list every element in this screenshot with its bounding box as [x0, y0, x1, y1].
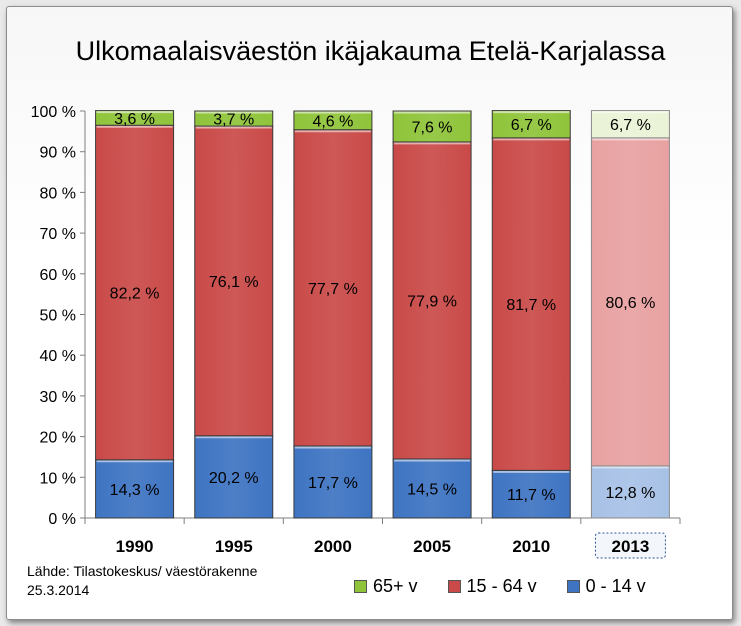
x-tick-label: 1990: [116, 537, 154, 556]
data-label-segment-65plus: 6,7 %: [511, 117, 552, 134]
legend: 65+ v 15 - 64 v 0 - 14 v: [354, 576, 646, 597]
bar-segment-0-14: [95, 459, 175, 519]
x-tick-label: 1995: [215, 537, 253, 556]
data-label-segment-0-14: 20,2 %: [209, 470, 259, 487]
y-tick-label: 80 %: [40, 185, 76, 202]
bar-segment-65plus: [491, 110, 571, 139]
data-label-segment-15-64: 80,6 %: [606, 295, 656, 312]
bar-segment-15-64: [194, 125, 274, 437]
y-tick-label: 10 %: [40, 470, 76, 487]
legend-label-0-14: 0 - 14 v: [585, 576, 646, 596]
y-tick-label: 20 %: [40, 430, 76, 447]
x-tick-label: 2013: [612, 537, 650, 556]
y-tick-label: 50 %: [40, 308, 76, 325]
bar-segment-0-14: [293, 445, 373, 519]
y-tick-label: 0 %: [48, 511, 76, 528]
x-tick-label: 2005: [413, 537, 451, 556]
bar-segment-65plus: [293, 110, 373, 131]
source-line-1: Lähde: Tilastokeskus/ väestörakenne: [27, 563, 258, 579]
bar-segment-15-64: [590, 137, 670, 467]
bar-segment-15-64: [95, 124, 175, 461]
data-label-segment-65plus: 3,6 %: [114, 111, 155, 128]
source-line-2: 25.3.2014: [27, 582, 90, 598]
bar-segment-65plus: [590, 110, 670, 139]
y-tick-label: 90 %: [40, 145, 76, 162]
data-labels: 14,3 % 82,2 % 3,6 % 20,2 % 76,1 % 3,7 % 17,7 %…: [110, 111, 656, 504]
bar-segment-0-14: [392, 458, 472, 519]
legend-swatch-15-64: [447, 580, 461, 593]
legend-label-65plus: 65+ v: [373, 576, 418, 596]
bar-segment-65plus: [95, 110, 175, 126]
bar-segment-15-64: [392, 141, 472, 460]
bar-segment-65plus: [194, 110, 274, 127]
highlighted-category-box: [594, 532, 666, 559]
bars: [95, 110, 670, 519]
source-note: Lähde: Tilastokeskus/ väestörakenne 25.3…: [27, 562, 257, 600]
legend-swatch-65plus: [354, 580, 367, 593]
legend-item-15-64: 15 - 64 v: [447, 576, 537, 597]
bar-segment-65plus: [392, 110, 472, 143]
x-tick-label: 2010: [512, 537, 550, 556]
data-label-segment-65plus: 3,7 %: [213, 112, 254, 129]
chart-title: Ulkomaalaisväestön ikäjakauma Etelä-Karj…: [75, 36, 666, 66]
y-tick-label: 40 %: [40, 348, 76, 365]
legend-label-15-64: 15 - 64 v: [466, 576, 537, 596]
bar-segment-15-64: [293, 129, 373, 447]
data-label-segment-15-64: 76,1 %: [209, 274, 259, 291]
bar-segment-0-14: [491, 469, 571, 519]
data-label-segment-15-64: 81,7 %: [506, 297, 556, 314]
data-label-segment-0-14: 14,3 %: [110, 482, 160, 499]
legend-item-65plus: 65+ v: [354, 576, 418, 597]
data-label-segment-0-14: 17,7 %: [308, 475, 358, 492]
y-tick-label: 70 %: [40, 226, 76, 243]
data-label-segment-15-64: 82,2 %: [110, 286, 160, 303]
data-label-segment-0-14: 14,5 %: [407, 481, 457, 498]
data-label-segment-15-64: 77,9 %: [407, 293, 457, 310]
data-label-segment-0-14: 11,7 %: [507, 487, 556, 504]
legend-swatch-0-14: [566, 580, 580, 593]
x-tick-label: 2000: [314, 537, 352, 556]
data-label-segment-65plus: 6,7 %: [610, 117, 651, 134]
bar-segment-15-64: [491, 137, 571, 471]
axes: 0 % 10 % 20 % 30 % 40 % 50 % 60 % 70 % 80 % 90 % 1…: [31, 104, 681, 559]
data-label-segment-65plus: 4,6 %: [312, 113, 353, 130]
bar-segment-0-14: [194, 435, 274, 519]
data-label-segment-15-64: 77,7 %: [308, 281, 358, 298]
y-tick-label: 60 %: [40, 267, 76, 284]
y-tick-label: 30 %: [40, 389, 76, 406]
data-label-segment-65plus: 7,6 %: [412, 119, 453, 136]
legend-item-0-14: 0 - 14 v: [566, 576, 646, 597]
data-label-segment-0-14: 12,8 %: [606, 485, 656, 502]
y-tick-label: 100 %: [31, 104, 76, 121]
